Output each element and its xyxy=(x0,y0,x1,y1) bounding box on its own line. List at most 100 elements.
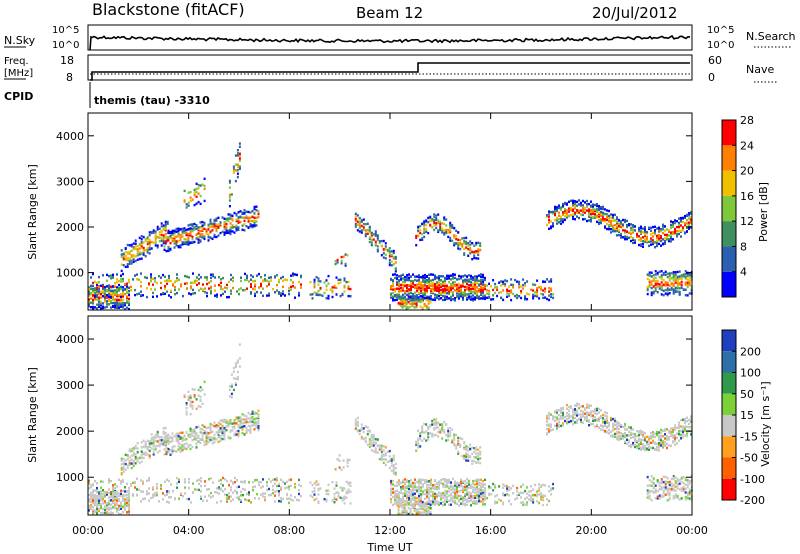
echo-cell xyxy=(110,511,112,514)
echo-cell xyxy=(189,403,192,406)
echo-cell xyxy=(429,215,432,219)
echo-cell xyxy=(156,485,158,489)
echo-cell xyxy=(443,218,446,221)
echo-cell xyxy=(140,252,143,255)
echo-cell xyxy=(221,430,224,433)
echo-cell xyxy=(224,286,226,289)
echo-cell xyxy=(678,270,681,273)
echo-cell xyxy=(470,283,472,287)
echo-cell xyxy=(189,241,192,245)
echo-cell xyxy=(478,483,481,487)
echo-cell xyxy=(230,499,232,503)
echo-cell xyxy=(546,214,548,217)
echo-cell xyxy=(150,247,153,250)
echo-cell xyxy=(450,298,452,302)
echo-cell xyxy=(486,289,489,292)
echo-cell xyxy=(215,426,218,429)
echo-cell xyxy=(498,485,501,488)
echo-cell xyxy=(610,219,612,223)
echo-cell xyxy=(175,432,178,436)
echo-cell xyxy=(598,215,600,218)
echo-cell xyxy=(423,511,426,514)
echo-cell xyxy=(195,446,198,449)
echo-cell xyxy=(214,289,216,292)
echo-cell xyxy=(108,477,110,481)
echo-cell xyxy=(469,252,472,255)
echo-cell xyxy=(400,481,402,485)
echo-cell xyxy=(670,281,673,285)
echo-cell xyxy=(134,245,137,248)
echo-cell xyxy=(440,283,442,286)
echo-cell xyxy=(604,219,606,223)
echo-cell xyxy=(162,237,165,240)
echo-cell xyxy=(245,418,248,421)
echo-cell xyxy=(456,287,458,291)
echo-cell xyxy=(217,440,220,444)
echo-cell xyxy=(142,439,145,442)
echo-cell xyxy=(185,402,188,405)
echo-cell xyxy=(378,457,381,461)
echo-cell xyxy=(106,285,108,288)
echo-cell xyxy=(114,503,116,506)
echo-cell xyxy=(234,481,236,484)
echo-cell xyxy=(664,288,667,292)
echo-cell xyxy=(317,489,320,492)
echo-cell xyxy=(199,233,202,236)
echo-cell xyxy=(536,494,539,498)
echo-cell xyxy=(482,503,485,506)
echo-cell xyxy=(540,285,543,289)
echo-cell xyxy=(286,497,288,500)
echo-cell xyxy=(452,287,454,290)
echo-cell xyxy=(218,283,220,287)
echo-cell xyxy=(282,275,284,279)
echo-cell xyxy=(166,490,168,493)
echo-cell xyxy=(658,276,661,279)
echo-cell xyxy=(612,230,614,233)
echo-cell xyxy=(461,237,464,240)
echo-cell xyxy=(181,444,184,447)
echo-cell xyxy=(272,488,274,491)
echo-cell xyxy=(394,492,396,496)
echo-cell xyxy=(394,257,397,260)
echo-cell xyxy=(252,486,254,489)
echo-cell xyxy=(652,239,654,242)
echo-cell xyxy=(130,243,133,247)
echo-cell xyxy=(390,493,392,497)
echo-cell xyxy=(376,236,379,239)
echo-cell xyxy=(364,425,367,428)
echo-cell xyxy=(160,222,163,225)
echo-cell xyxy=(459,242,462,245)
echo-cell xyxy=(416,489,418,492)
echo-cell xyxy=(520,491,523,494)
echo-cell xyxy=(236,290,238,293)
echo-cell xyxy=(424,481,426,484)
echo-cell xyxy=(213,218,216,222)
echo-cell xyxy=(260,282,262,286)
echo-cell xyxy=(457,452,460,455)
echo-cell xyxy=(209,219,212,223)
echo-cell xyxy=(480,478,482,481)
echo-cell xyxy=(192,281,194,284)
echo-cell xyxy=(102,274,104,277)
echo-cell xyxy=(471,242,474,245)
echo-cell xyxy=(207,437,210,441)
echo-cell xyxy=(610,216,612,219)
echo-cell xyxy=(120,480,122,483)
echo-cell xyxy=(398,282,400,285)
echo-cell xyxy=(360,219,363,222)
echo-cell xyxy=(384,248,387,251)
echo-cell xyxy=(476,277,478,280)
echo-cell xyxy=(231,217,234,220)
echo-cell xyxy=(584,208,586,211)
echo-cell xyxy=(624,237,626,240)
echo-cell xyxy=(195,426,198,429)
echo-cell xyxy=(546,278,549,281)
echo-cell xyxy=(180,284,182,288)
echo-cell xyxy=(418,278,420,281)
echo-cell xyxy=(236,370,239,374)
echo-cell xyxy=(179,446,182,449)
echo-cell xyxy=(454,297,456,300)
echo-cell xyxy=(136,442,139,445)
echo-cell xyxy=(122,489,124,492)
